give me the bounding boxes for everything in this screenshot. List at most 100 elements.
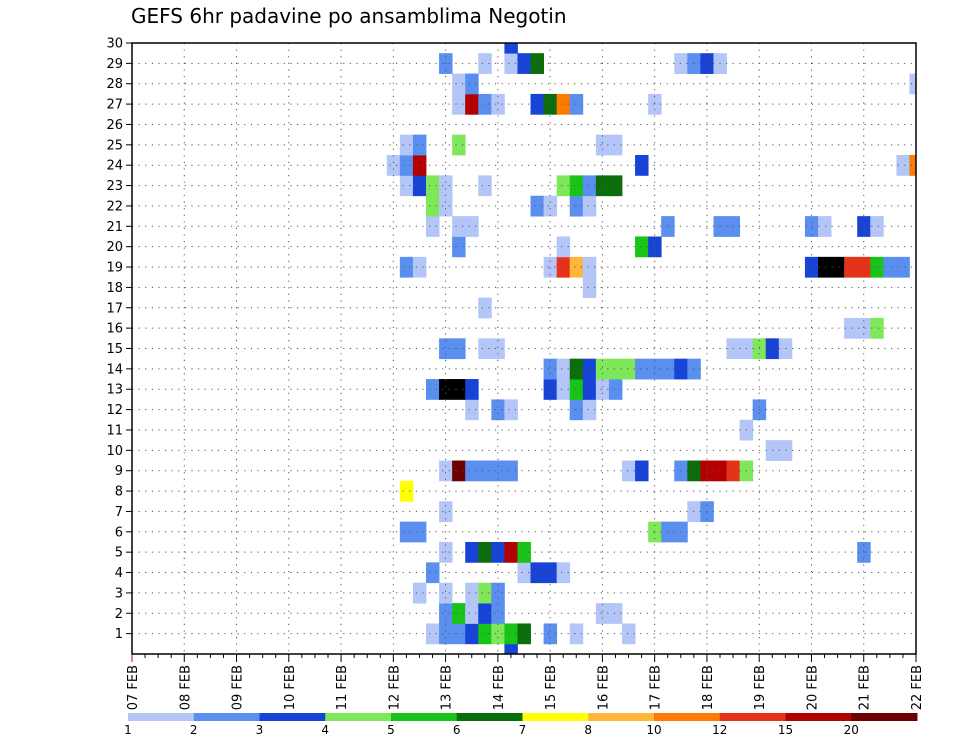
y-tick-label: 1 — [115, 627, 123, 642]
heatmap-cell — [569, 256, 584, 278]
colorbar-segment — [325, 713, 392, 721]
axis-layer: 1234567891011121314151617181920212223242… — [106, 37, 925, 711]
heatmap-cell — [504, 541, 518, 563]
heatmap-cell — [412, 256, 427, 278]
heatmap-cell — [504, 399, 518, 421]
heatmap-cell — [478, 541, 492, 563]
heatmap-cell — [661, 358, 675, 380]
heatmap-cell — [543, 195, 558, 217]
heatmap-cell — [426, 379, 440, 400]
heatmap-cell — [622, 623, 636, 645]
heatmap-cell — [569, 623, 584, 645]
x-tick-label: 09 FEB — [231, 665, 246, 710]
heatmap-cell — [478, 297, 492, 319]
y-tick-label: 5 — [115, 546, 123, 561]
heatmap-cell — [426, 623, 440, 645]
heatmap-cell — [491, 399, 505, 421]
heatmap-cell — [582, 379, 597, 400]
heatmap-cell — [412, 155, 427, 176]
heatmap-cell — [439, 623, 453, 645]
colorbar-label: 6 — [453, 723, 461, 737]
heatmap-cell — [491, 460, 505, 482]
heatmap-cell — [465, 216, 479, 237]
heatmap-cell — [556, 256, 571, 278]
heatmap-cell — [674, 358, 688, 380]
x-tick-label: 07 FEB — [126, 665, 141, 710]
heatmap-cell — [491, 623, 505, 645]
cells-layer — [386, 43, 917, 655]
heatmap-cell — [465, 623, 479, 645]
heatmap-cell — [635, 155, 649, 176]
heatmap-cell — [439, 338, 453, 360]
colorbar-segment — [391, 713, 458, 721]
heatmap-cell — [465, 603, 479, 624]
heatmap-cell — [857, 256, 871, 278]
heatmap-cell — [412, 521, 427, 543]
heatmap-cell — [465, 460, 479, 482]
heatmap-cell — [504, 43, 518, 54]
heatmap-cell — [452, 73, 466, 95]
y-tick-label: 26 — [106, 118, 123, 133]
heatmap-cell — [452, 379, 466, 400]
heatmap-cell — [543, 93, 558, 115]
heatmap-cell — [439, 603, 453, 624]
y-tick-label: 27 — [106, 98, 123, 113]
x-tick-label: 11 FEB — [335, 665, 350, 710]
colorbar-segment — [456, 713, 523, 721]
heatmap-cell — [635, 460, 649, 482]
heatmap-cell — [399, 480, 414, 502]
x-tick-label: 19 FEB — [753, 665, 768, 710]
colorbar-label: 12 — [712, 723, 727, 737]
heatmap-cell — [399, 256, 414, 278]
heatmap-cell — [399, 175, 414, 197]
heatmap-cell — [439, 195, 453, 217]
heatmap-cell — [674, 460, 688, 482]
heatmap-cell — [412, 582, 427, 604]
y-tick-label: 24 — [106, 159, 123, 174]
heatmap-cell — [622, 358, 636, 380]
heatmap-cell — [896, 256, 910, 278]
y-tick-label: 10 — [106, 444, 123, 459]
colorbar-segment — [719, 713, 786, 721]
heatmap-cell — [582, 256, 597, 278]
colorbar-label: 3 — [256, 723, 264, 737]
heatmap-cell — [412, 134, 427, 156]
heatmap-cell — [608, 379, 623, 400]
colorbar-segment — [193, 713, 260, 721]
heatmap-cell — [517, 623, 531, 645]
colorbar-segment — [785, 713, 852, 721]
colorbar-label: 1 — [124, 723, 132, 737]
y-tick-label: 9 — [115, 464, 123, 479]
heatmap-cell — [608, 134, 623, 156]
heatmap-cell — [595, 603, 610, 624]
y-tick-label: 23 — [106, 179, 123, 194]
heatmap-cell — [556, 379, 571, 400]
heatmap-cell — [426, 562, 440, 584]
heatmap-cell — [556, 175, 571, 197]
heatmap-cell — [452, 236, 466, 258]
heatmap-cell — [465, 399, 479, 421]
x-tick-label: 08 FEB — [178, 665, 193, 710]
colorbar: 1 2 3 4 5 6 7 8 10 12 15 20 — [124, 713, 918, 737]
heatmap-cell — [648, 236, 662, 258]
chart-title: GEFS 6hr padavine po ansamblima Negotin — [131, 4, 567, 28]
heatmap-cell — [870, 216, 884, 237]
x-tick-label: 21 FEB — [858, 665, 873, 710]
heatmap-cell — [491, 338, 505, 360]
heatmap-cell — [818, 256, 832, 278]
heatmap-cell — [426, 216, 440, 237]
heatmap-cell — [909, 73, 917, 95]
heatmap-cell — [543, 623, 558, 645]
x-tick-label: 12 FEB — [387, 665, 402, 710]
heatmap-cell — [543, 358, 558, 380]
heatmap-cell — [648, 358, 662, 380]
y-tick-label: 3 — [115, 586, 123, 601]
colorbar-segment — [259, 713, 326, 721]
x-tick-label: 18 FEB — [701, 665, 716, 710]
y-tick-label: 7 — [115, 505, 123, 520]
y-tick-label: 29 — [106, 57, 123, 72]
heatmap-cell — [831, 256, 845, 278]
heatmap-cell — [491, 93, 505, 115]
y-tick-label: 15 — [106, 342, 123, 357]
